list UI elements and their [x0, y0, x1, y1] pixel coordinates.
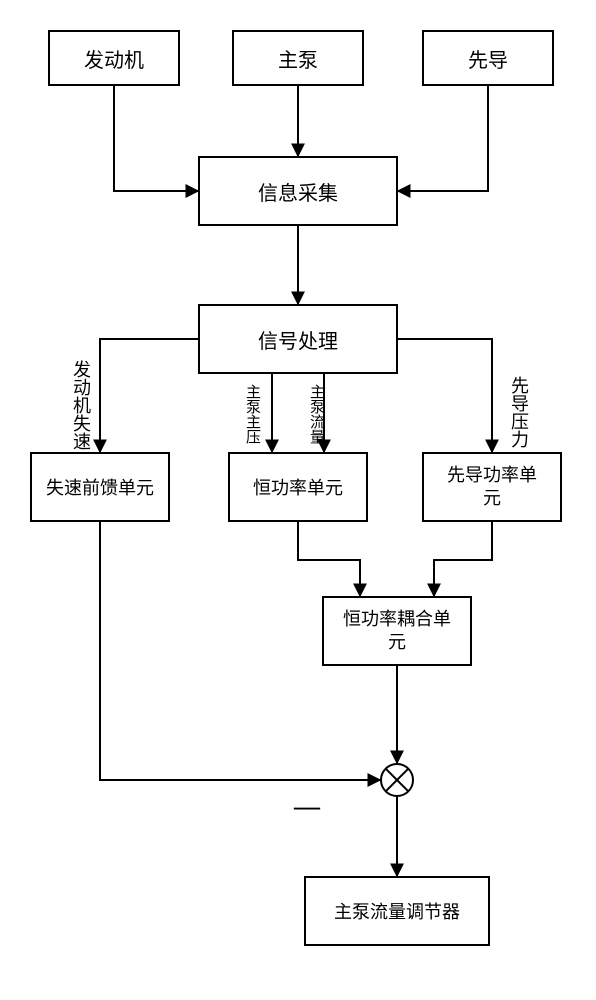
node-stall-feedforward-label: 失速前馈单元	[46, 474, 154, 500]
label-pump-pressure: 主泵主压	[242, 384, 263, 444]
node-output: 主泵流量调节器	[304, 876, 490, 946]
node-main-pump-label: 主泵	[278, 44, 318, 73]
node-pilot-power: 先导功率单 元	[422, 452, 562, 522]
node-output-label: 主泵流量调节器	[334, 898, 460, 924]
node-process-label: 信号处理	[258, 325, 338, 354]
node-stall-feedforward: 失速前馈单元	[30, 452, 170, 522]
node-main-pump: 主泵	[232, 30, 364, 86]
minus-sign-text: —	[294, 792, 320, 821]
label-pilot-pressure: 先导压力	[506, 376, 532, 448]
node-pilot-power-label: 先导功率单 元	[447, 464, 537, 511]
node-collect-label: 信息采集	[258, 177, 338, 206]
label-pump-flow-text: 主泵流量	[308, 384, 324, 444]
node-collect: 信息采集	[198, 156, 398, 226]
node-coupling-label: 恒功率耦合单 元	[343, 608, 451, 655]
node-constant-power-label: 恒功率单元	[253, 474, 343, 500]
summing-junction	[380, 763, 414, 797]
node-coupling: 恒功率耦合单 元	[322, 596, 472, 666]
node-engine-label: 发动机	[84, 44, 144, 73]
minus-sign: —	[294, 792, 320, 822]
label-pump-pressure-text: 主泵主压	[244, 384, 260, 444]
label-pilot-pressure-text: 先导压力	[509, 376, 529, 448]
node-constant-power: 恒功率单元	[228, 452, 368, 522]
label-engine-stall: 发动机失速	[68, 360, 94, 450]
node-pilot-label: 先导	[468, 44, 508, 73]
label-pump-flow: 主泵流量	[306, 384, 327, 444]
node-pilot: 先导	[422, 30, 554, 86]
node-process: 信号处理	[198, 304, 398, 374]
label-engine-stall-text: 发动机失速	[71, 360, 91, 450]
node-engine: 发动机	[48, 30, 180, 86]
